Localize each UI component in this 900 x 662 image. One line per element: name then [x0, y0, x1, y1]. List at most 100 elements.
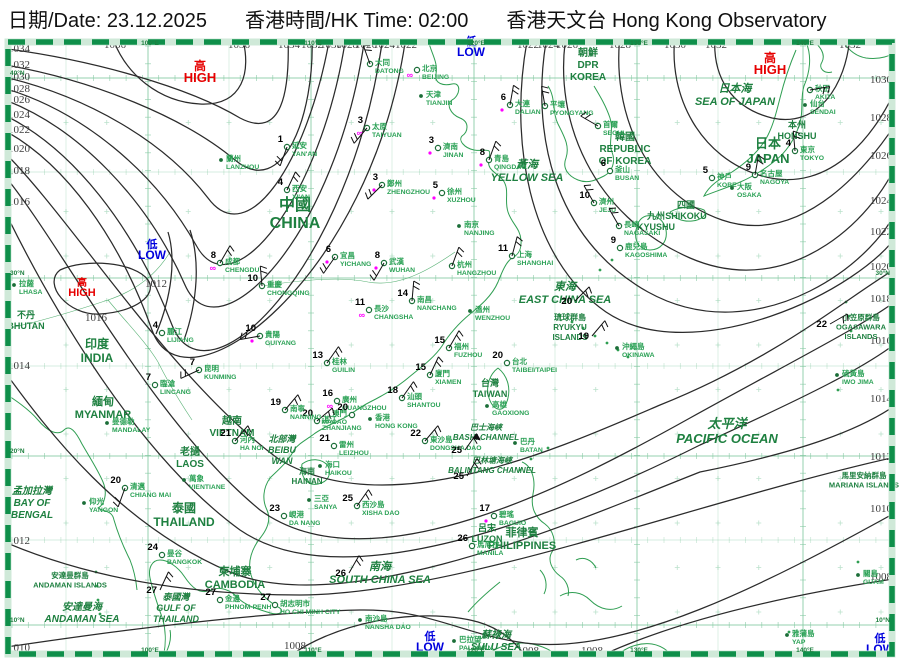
isobar-value-label: 1014	[870, 393, 893, 405]
region-name-label: 泰國	[171, 500, 196, 515]
sea-name-label: BEIBU	[268, 445, 297, 455]
city-name-en: XIAMEN	[435, 379, 462, 386]
grid-cross	[430, 476, 436, 481]
coastline-path	[8, 394, 138, 591]
grid-cross	[104, 609, 110, 615]
city-name-en: YICHANG	[340, 261, 371, 268]
coastline-path	[702, 42, 811, 197]
station-temperature: 1	[278, 134, 284, 145]
grid-cross	[267, 565, 273, 570]
isobar-path	[53, 262, 151, 315]
grid-cross	[511, 431, 517, 437]
city-name-zh: 南沙島	[365, 613, 388, 623]
system-zh: 高	[77, 276, 87, 289]
grid-cross	[267, 387, 273, 392]
grid-cross	[552, 609, 558, 615]
coastline-path	[149, 449, 295, 654]
grid-cross	[430, 387, 436, 392]
isobar-value-label: 1022	[8, 124, 30, 136]
station-temperature: 4	[153, 320, 159, 331]
grid-cross	[430, 120, 436, 125]
isobar-path	[8, 155, 892, 486]
grid-cross	[185, 120, 191, 125]
wind-barb	[466, 458, 478, 477]
city-name-en: DALIAN	[515, 109, 541, 116]
wind-barb	[583, 185, 595, 204]
city-name-en: BUSAN	[615, 175, 639, 182]
isobar-value-label: 1024	[8, 109, 31, 121]
wind-barb	[279, 146, 288, 166]
grid-cross	[104, 209, 110, 214]
graticule-labels-layer: 100°E 100°E 110°E 110°E 120°E 120°E 130°E 130°E…	[10, 39, 890, 654]
city-name-zh: 太原	[372, 121, 387, 131]
station-temperature: 20	[302, 408, 313, 419]
grid-cross	[185, 298, 191, 303]
city-name-en: NAGOYA	[760, 179, 789, 186]
header-date: 日期/Date: 23.12.2025	[8, 9, 208, 32]
grid-cross	[552, 387, 558, 392]
city-name-en: KUNMING	[204, 374, 236, 381]
region-name-label: 台灣	[481, 377, 499, 388]
grid-cross	[756, 565, 762, 570]
map-border-dashed	[5, 39, 895, 657]
ship-station-report: 22	[816, 313, 849, 330]
island-dot	[598, 268, 602, 272]
grid-cross	[593, 209, 599, 214]
grid-cross	[63, 609, 69, 615]
coastline-path	[539, 557, 623, 610]
island-dot	[626, 355, 630, 359]
latitude-label-left: 20°N	[10, 447, 25, 455]
grid-cross	[674, 476, 680, 481]
grid-cross	[552, 298, 558, 303]
grid-cross	[715, 431, 721, 437]
city-name-zh: 碧瑤	[498, 509, 514, 519]
weather-symbol-precip-icon	[325, 260, 329, 264]
city-dot-icon	[219, 158, 223, 162]
city-name-en: MANDALAY	[112, 427, 151, 434]
region-name-label: 琉球群島	[554, 312, 586, 322]
city-name-en: PYONGYANG	[550, 110, 594, 117]
city-name-en: GAOXIONG	[492, 410, 529, 417]
isobar-path	[673, 42, 892, 181]
island-dot	[847, 314, 851, 318]
system-zh: 低	[146, 237, 158, 251]
city-name-zh: 仙台	[810, 98, 825, 108]
region-name-label: LUZON	[472, 534, 503, 544]
isobar-path	[8, 42, 383, 352]
grid-cross	[267, 253, 273, 259]
longitude-label-top: 140°E	[796, 39, 814, 47]
city-name-zh: 溫州	[475, 304, 490, 314]
city-name-en: MANILA	[477, 550, 504, 557]
wind-barb	[608, 208, 620, 227]
grid-cross	[389, 565, 395, 570]
city-name-en: AKITA	[815, 94, 835, 101]
grid-cross	[348, 431, 354, 437]
station-temperature: 25	[451, 445, 462, 456]
city-dot-icon	[12, 283, 16, 287]
island-dot	[96, 598, 100, 602]
coastline-path	[813, 42, 833, 73]
station-temperature: 21	[319, 433, 330, 444]
city-name-en: LIJIANG	[167, 337, 194, 344]
station-temperature: 9	[611, 235, 616, 246]
grid-cross	[878, 609, 884, 615]
city-name-zh: 廣州	[342, 394, 357, 404]
city-name-en: CHANGSHA	[374, 314, 413, 321]
city-dot-icon	[730, 186, 734, 190]
island-dot	[836, 388, 840, 392]
sea-name-label: 日本海	[719, 82, 754, 95]
city-name-zh: 昆明	[204, 363, 219, 373]
city-name-zh: 硫黃島	[842, 368, 865, 378]
city-name-zh: 桂林	[331, 356, 347, 366]
grid-cross	[715, 520, 721, 526]
grid-cross	[104, 120, 110, 125]
city-dot-icon	[105, 421, 109, 425]
